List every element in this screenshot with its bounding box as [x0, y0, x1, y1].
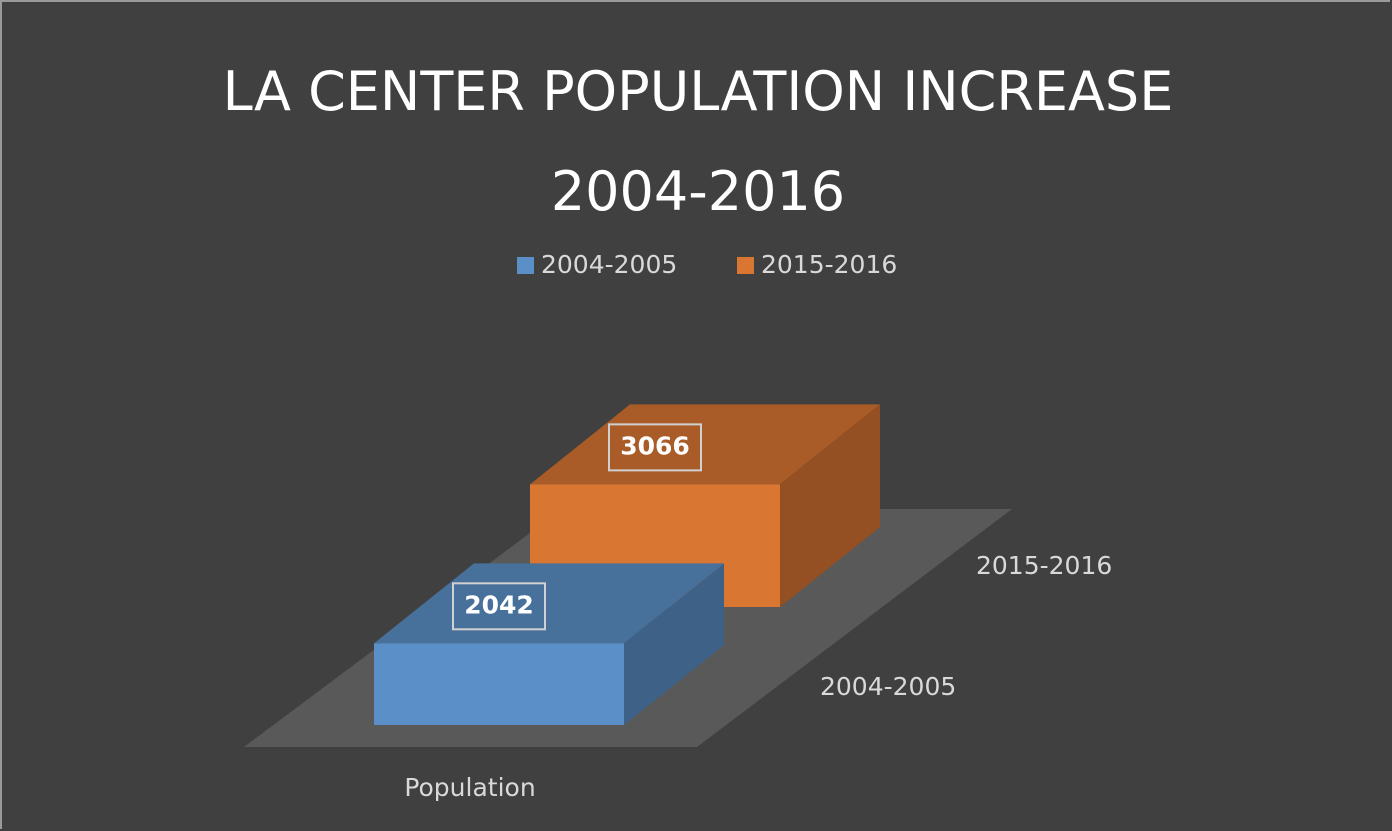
- data-label: 2042: [464, 590, 534, 619]
- depth-axis-label: 2015-2016: [976, 551, 1112, 580]
- bar-side: [624, 563, 724, 725]
- depth-axis-label: 2004-2005: [820, 672, 956, 701]
- legend-label: 2004-2005: [541, 250, 677, 279]
- data-label: 3066: [620, 431, 690, 460]
- data-label-box: [608, 423, 702, 472]
- x-tick-label: Population: [404, 773, 535, 802]
- legend-swatch: [737, 257, 754, 274]
- legend-swatch: [517, 257, 534, 274]
- bar: [374, 643, 624, 725]
- chart-title: LA CENTER POPULATION INCREASE 2004-2016: [222, 60, 1174, 223]
- legend-label: 2015-2016: [761, 250, 897, 279]
- bar-side: [780, 404, 880, 607]
- data-label-box: [452, 582, 546, 631]
